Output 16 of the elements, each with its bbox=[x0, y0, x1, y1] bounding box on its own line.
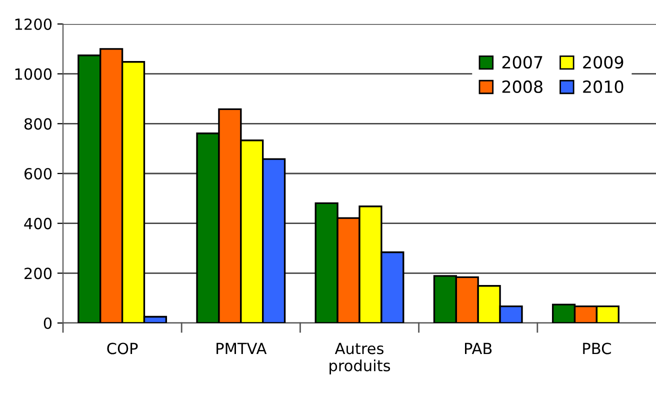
y-tick-label: 600 bbox=[24, 168, 52, 180]
legend-label: 2007 bbox=[502, 56, 542, 69]
x-tick-label: PMTVA bbox=[216, 342, 267, 354]
x-tick-label: PBC bbox=[583, 342, 611, 354]
y-tick-label: 0 bbox=[44, 317, 52, 330]
legend-label: 2009 bbox=[583, 56, 624, 69]
y-tick-label: 200 bbox=[24, 268, 52, 280]
y-tick-label: 1000 bbox=[15, 68, 52, 80]
x-tick-label: PAB bbox=[465, 342, 492, 354]
x-tick-label: Autres produits bbox=[330, 342, 390, 374]
y-tick-label: 400 bbox=[24, 218, 52, 230]
legend-label: 2008 bbox=[502, 80, 542, 94]
y-tick-label: 1200 bbox=[15, 18, 52, 30]
y-tick-label: 800 bbox=[24, 118, 52, 130]
legend-label: 2010 bbox=[583, 80, 624, 94]
x-tick-label: COP bbox=[107, 342, 138, 354]
